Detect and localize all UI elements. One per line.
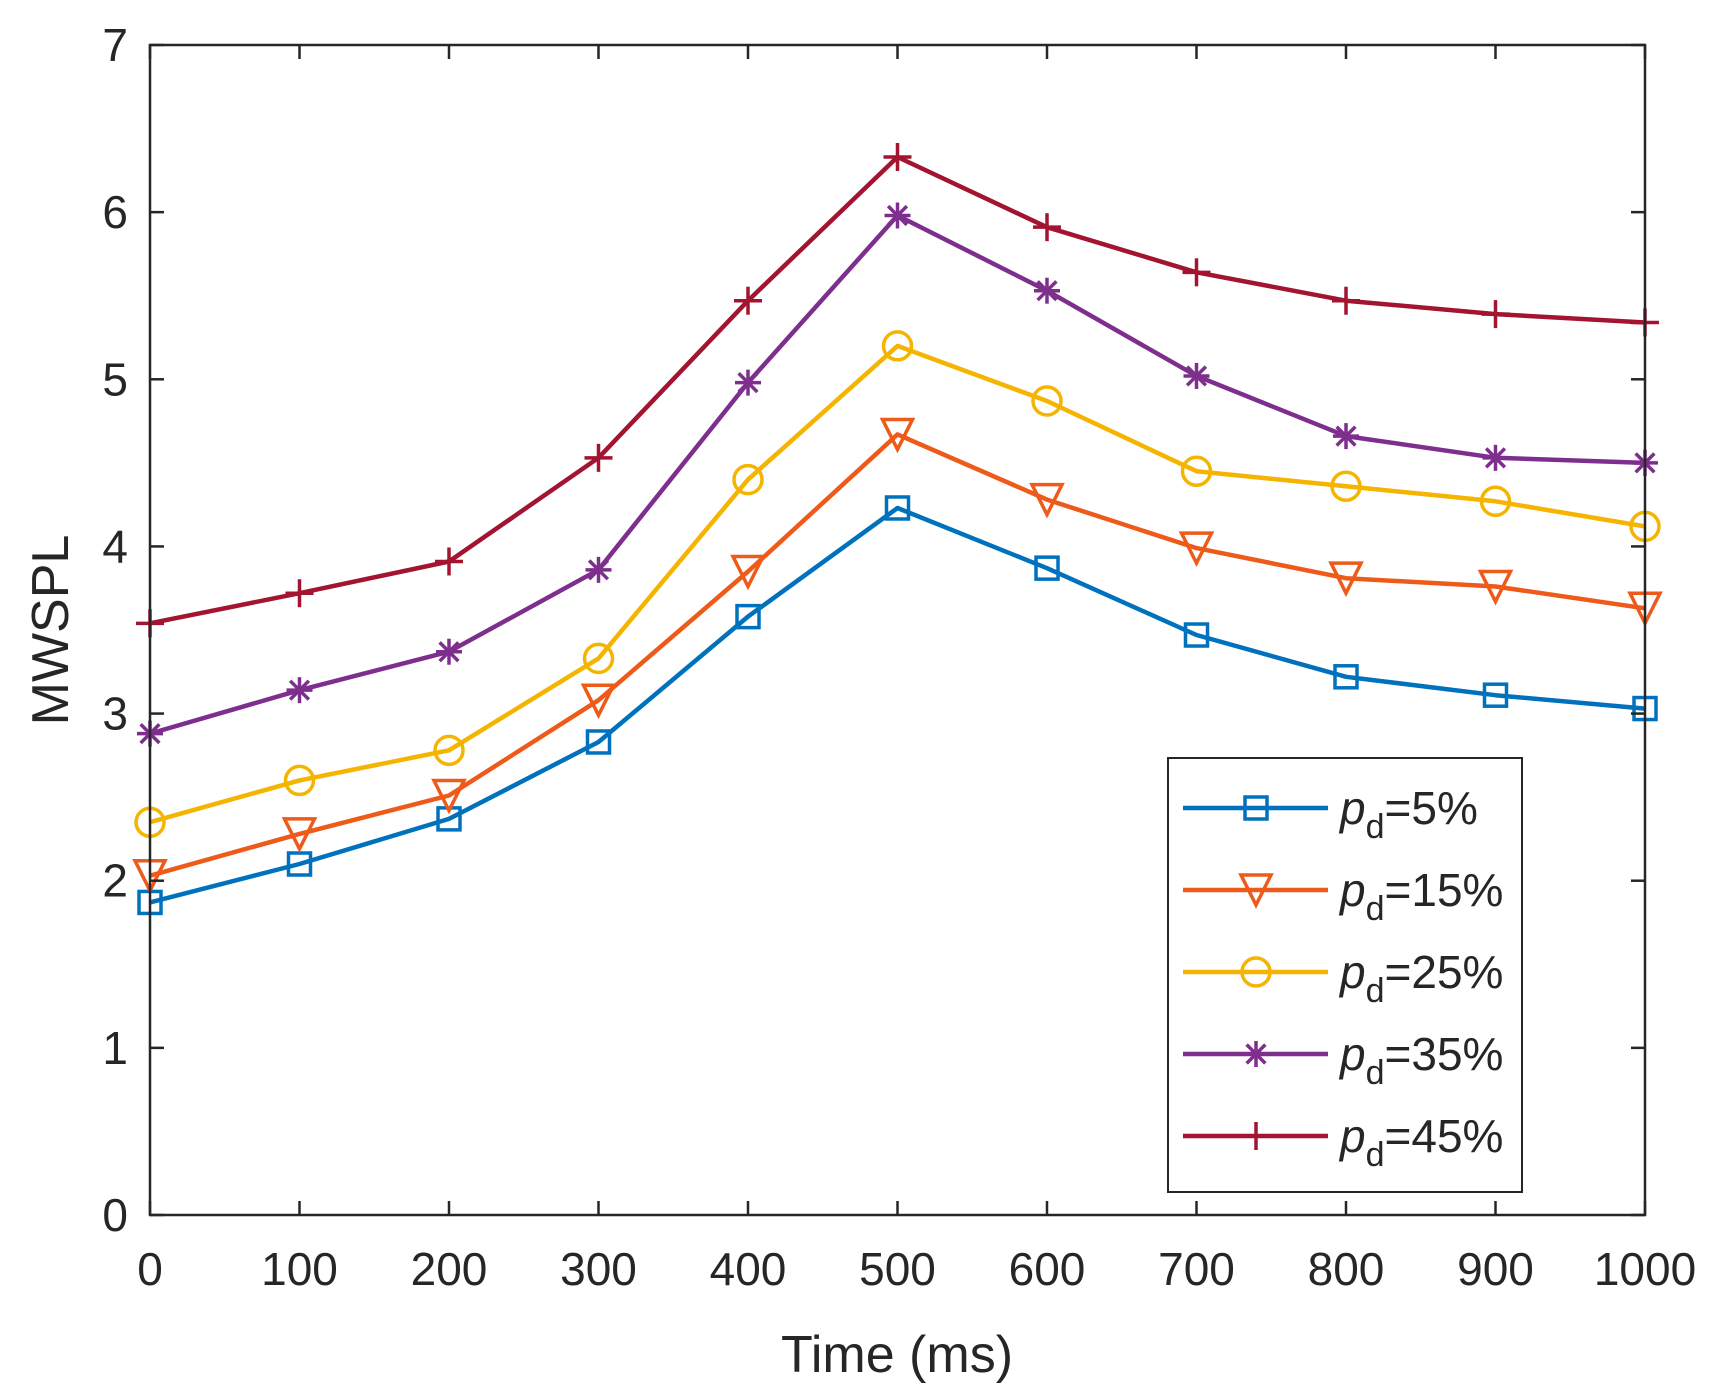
data-point [435,547,463,576]
legend-item: pd=15% [1183,864,1503,928]
data-point [283,764,316,797]
series-line [149,505,1646,905]
x-tick-label: 900 [1457,1243,1534,1295]
legend-item: pd=45% [1183,1110,1503,1174]
data-point [1328,561,1364,598]
x-tick-label: 300 [560,1243,637,1295]
data-point [1182,258,1211,287]
legend-label: pd=5% [1338,782,1478,846]
y-tick-label: 1 [102,1022,128,1074]
legend-marker [1242,1122,1270,1150]
data-point [431,778,467,815]
x-tick-label: 500 [859,1243,936,1295]
legend-marker [1240,956,1272,988]
legend-marker [1238,873,1274,909]
x-tick-label: 600 [1009,1243,1086,1295]
y-tick-labels: 0 1 2 3 4 5 6 7 [102,19,128,1241]
data-point [286,851,313,877]
series-layer [132,142,1663,916]
data-point [732,463,764,496]
series-2 [132,417,1663,895]
data-point [1332,286,1360,315]
legend-label: pd=15% [1338,864,1503,928]
data-point [1482,444,1509,471]
data-point [1034,277,1060,304]
data-point [1033,213,1061,242]
x-tick-label: 1000 [1594,1243,1696,1295]
data-point [285,579,314,608]
x-tick-label: 800 [1308,1243,1385,1295]
legend-marker [1243,795,1269,821]
y-tick-label: 7 [102,19,128,71]
data-point [735,369,761,396]
y-tick-label: 4 [102,520,128,572]
data-point [735,603,761,630]
x-axis-title: Time (ms) [781,1326,1013,1384]
data-point [1477,569,1514,606]
data-point [582,642,615,675]
y-tick-label: 5 [102,353,128,405]
y-tick-label: 6 [102,186,128,238]
data-point [436,638,462,665]
data-point [1479,485,1512,518]
y-axis-title: MWSPL [22,535,80,726]
series-3 [134,330,1661,838]
data-point [1481,300,1510,329]
x-tick-label: 200 [411,1243,488,1295]
data-point [585,729,612,755]
y-tick-label: 0 [102,1189,128,1241]
data-point [884,202,911,229]
legend-label: pd=25% [1338,946,1503,1010]
data-point [1183,622,1210,648]
data-point [433,734,465,767]
data-point [585,556,612,583]
data-point [281,817,318,853]
data-point [879,417,916,454]
legend-label: pd=45% [1338,1110,1503,1174]
data-point [580,683,617,720]
data-point [1031,385,1063,417]
y-tick-label: 2 [102,855,128,907]
x-tick-labels: 0 100 200 300 400 500 600 700 800 900 1000 [137,1243,1696,1295]
data-point [286,677,313,704]
series-4 [137,202,1658,747]
legend-label: pd=35% [1338,1028,1503,1092]
legend-box [1167,757,1523,1193]
data-point [1333,423,1359,450]
series-line [149,432,1646,878]
legend: pd=5% pd=15% pd=25% pd=35% pd=45% [1167,757,1523,1193]
data-point [734,286,762,315]
data-point [1333,664,1359,690]
data-point [883,142,912,171]
series-5 [136,142,1659,638]
data-point [1180,455,1213,487]
data-point [1482,682,1509,708]
data-point [1029,482,1065,519]
data-point [1178,531,1215,568]
x-tick-label: 400 [710,1243,787,1295]
legend-item: pd=5% [1183,782,1478,846]
legend-item: pd=35% [1183,1028,1503,1092]
x-tick-label: 100 [261,1243,338,1295]
x-tick-label: 700 [1158,1243,1235,1295]
legend-item: pd=25% [1183,946,1503,1010]
data-point [881,330,914,362]
series-line [149,343,1646,825]
data-point [584,443,613,472]
data-point [1034,555,1060,581]
data-point [730,554,766,591]
data-point [1183,362,1210,389]
plot-frame [148,43,1647,1217]
y-tick-label: 3 [102,688,128,740]
legend-marker [1243,1041,1269,1067]
x-tick-label: 0 [137,1243,163,1295]
data-point [1330,470,1362,503]
data-point [884,495,911,521]
